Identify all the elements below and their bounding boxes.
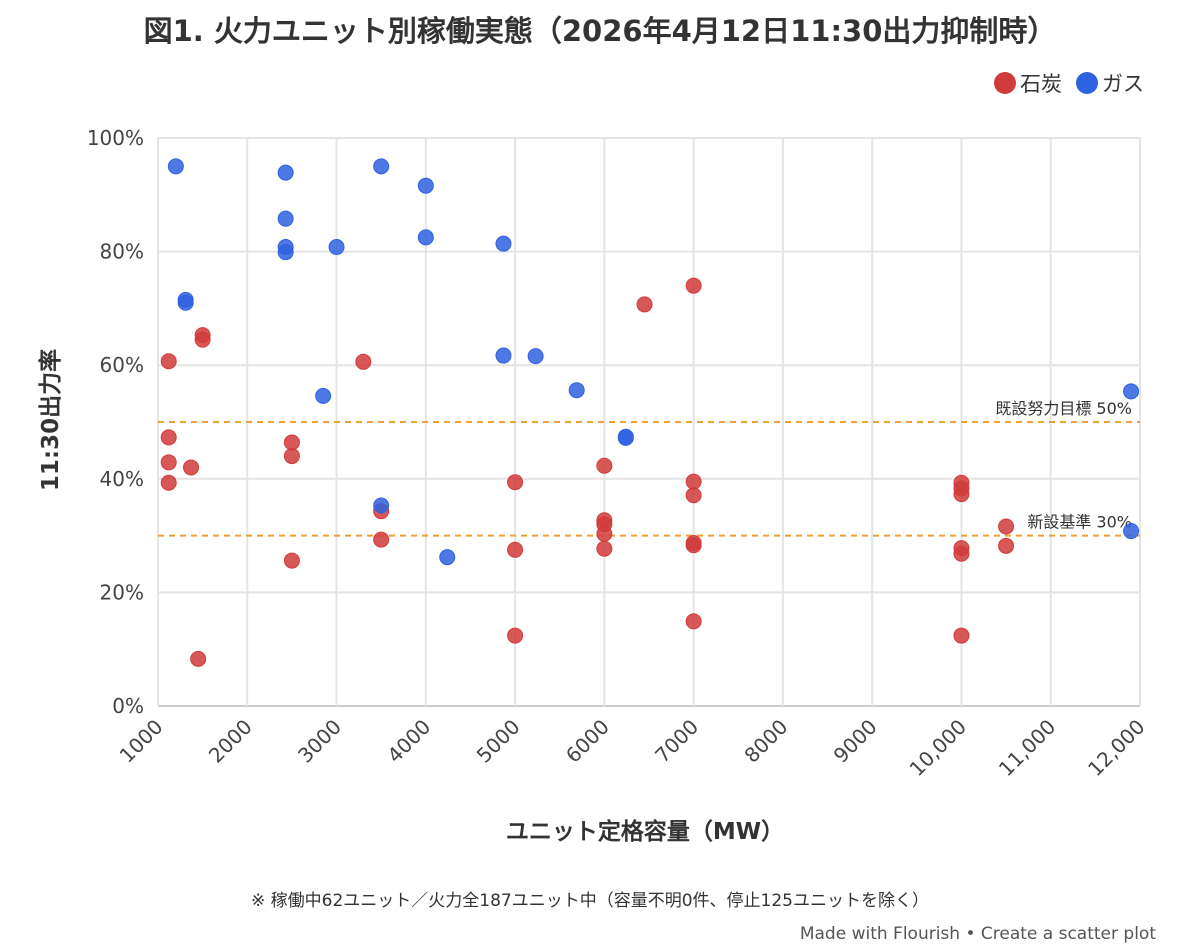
y-tick-label: 40% (100, 467, 144, 491)
gas-point[interactable] (177, 294, 194, 311)
coal-point[interactable] (596, 457, 613, 474)
gas-point[interactable] (167, 158, 184, 175)
coal-point[interactable] (685, 487, 702, 504)
x-tick-label: 5000 (472, 715, 525, 768)
flourish-credit-link[interactable]: Made with Flourish • Create a scatter pl… (799, 924, 1156, 944)
gas-point[interactable] (439, 549, 456, 566)
coal-point[interactable] (160, 353, 177, 370)
gas-point[interactable] (417, 177, 434, 194)
coal-point[interactable] (685, 613, 702, 630)
y-tick-label: 20% (100, 580, 144, 604)
coal-point[interactable] (998, 537, 1015, 554)
gas-point[interactable] (1123, 523, 1140, 540)
coal-point[interactable] (953, 486, 970, 503)
legend-item-coal[interactable]: 石炭 (994, 68, 1062, 98)
y-tick-label: 80% (100, 240, 144, 264)
reference-line-label: 既設努力目標 50% (995, 399, 1132, 418)
coal-point[interactable] (160, 429, 177, 446)
gas-point[interactable] (328, 239, 345, 256)
coal-point[interactable] (596, 540, 613, 557)
coal-point[interactable] (183, 459, 200, 476)
chart-title: 図1. 火力ユニット別稼働実態（2026年4月12日11:30出力抑制時） (143, 14, 1057, 48)
coal-point[interactable] (373, 531, 390, 548)
legend-label-coal: 石炭 (1020, 72, 1062, 96)
coal-point[interactable] (160, 454, 177, 471)
x-tick-label: 11,000 (994, 715, 1060, 781)
gas-point[interactable] (277, 210, 294, 227)
y-tick-label: 100% (87, 126, 144, 150)
legend-item-gas[interactable]: ガス (1076, 68, 1144, 98)
coal-point[interactable] (685, 537, 702, 554)
gas-point[interactable] (495, 235, 512, 252)
coal-point[interactable] (283, 434, 300, 451)
coal-point[interactable] (953, 545, 970, 562)
coal-point[interactable] (283, 448, 300, 465)
x-tick-label: 9000 (829, 715, 882, 768)
gas-point[interactable] (617, 429, 634, 446)
coal-point[interactable] (190, 650, 207, 667)
x-tick-label: 3000 (293, 715, 346, 768)
coal-point[interactable] (194, 331, 211, 348)
x-tick-label: 7000 (650, 715, 703, 768)
gas-point[interactable] (315, 387, 332, 404)
x-tick-label: 6000 (561, 715, 614, 768)
reference-lines: 既設努力目標 50% 新設基準 30% (158, 399, 1140, 537)
x-axis-title: ユニット定格容量（MW） (505, 819, 785, 845)
x-tick-label: 12,000 (1083, 715, 1149, 781)
footnote: ※ 稼働中62ユニット／火力全187ユニット中（容量不明0件、停止125ユニット… (251, 891, 929, 911)
y-axis-title: 11:30出力率 (38, 348, 64, 492)
y-tick-label: 60% (100, 353, 144, 377)
coal-point[interactable] (283, 552, 300, 569)
x-tick-label: 1000 (115, 715, 168, 768)
gas-point[interactable] (373, 158, 390, 175)
gas-point[interactable] (277, 164, 294, 181)
y-tick-label: 0% (112, 694, 144, 718)
gas-point[interactable] (495, 347, 512, 364)
reference-line-label: 新設基準 30% (1027, 513, 1132, 532)
coal-point[interactable] (507, 474, 524, 491)
coal-point[interactable] (953, 627, 970, 644)
legend-marker-gas (1076, 72, 1098, 94)
data-points (160, 158, 1140, 667)
coal-point[interactable] (685, 277, 702, 294)
gas-point[interactable] (527, 348, 544, 365)
x-tick-label: 2000 (204, 715, 257, 768)
x-tick-label: 4000 (382, 715, 435, 768)
coal-point[interactable] (355, 353, 372, 370)
coal-point[interactable] (507, 627, 524, 644)
x-tick-label: 10,000 (905, 715, 971, 781)
axis-ticks: 0% 20% 40% 60% 80% 100% 1000 2000 3000 4000 5000 60… (87, 126, 1150, 781)
gas-point[interactable] (373, 497, 390, 514)
coal-point[interactable] (507, 541, 524, 558)
coal-point[interactable] (636, 296, 653, 313)
coal-point[interactable] (160, 474, 177, 491)
gas-point[interactable] (1123, 383, 1140, 400)
gas-point[interactable] (568, 382, 585, 399)
legend: 石炭 ガス (994, 68, 1144, 98)
legend-label-gas: ガス (1102, 72, 1144, 96)
coal-point[interactable] (596, 525, 613, 542)
legend-marker-coal (994, 72, 1016, 94)
x-tick-label: 8000 (739, 715, 792, 768)
coal-point[interactable] (998, 518, 1015, 535)
gas-point[interactable] (417, 229, 434, 246)
gas-point[interactable] (277, 244, 294, 261)
coal-point[interactable] (685, 473, 702, 490)
